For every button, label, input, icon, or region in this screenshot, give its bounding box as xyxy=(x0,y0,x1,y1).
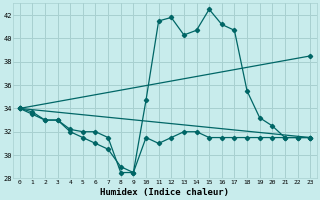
X-axis label: Humidex (Indice chaleur): Humidex (Indice chaleur) xyxy=(100,188,229,197)
